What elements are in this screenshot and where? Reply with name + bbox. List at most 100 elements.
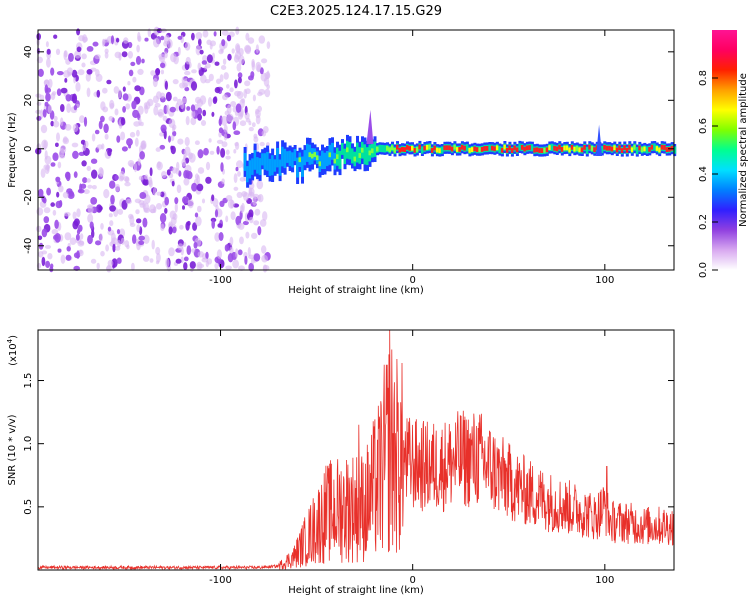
noise-blob bbox=[172, 130, 177, 137]
noise-blob bbox=[134, 85, 141, 92]
noise-blob bbox=[149, 167, 153, 177]
signal-mid bbox=[378, 144, 382, 152]
noise-blob bbox=[52, 209, 57, 216]
noise-blob bbox=[255, 44, 259, 54]
noise-blob bbox=[253, 220, 260, 226]
signal-mid bbox=[585, 146, 589, 155]
noise-blob bbox=[197, 205, 202, 213]
noise-blob bbox=[38, 188, 44, 198]
noise-blob bbox=[38, 242, 44, 250]
signal-mid bbox=[440, 146, 444, 154]
noise-blob bbox=[114, 51, 122, 59]
signal-core bbox=[358, 153, 362, 158]
signal-mid bbox=[261, 153, 265, 166]
noise-blob bbox=[151, 239, 155, 250]
noise-blob bbox=[266, 84, 270, 90]
x-tick-label: -100 bbox=[209, 275, 232, 286]
noise-blob bbox=[76, 28, 81, 36]
noise-blob bbox=[104, 48, 109, 54]
signal-core bbox=[513, 145, 517, 151]
noise-blob bbox=[136, 129, 140, 137]
signal-mid bbox=[288, 150, 292, 166]
noise-blob bbox=[56, 71, 64, 76]
noise-blob bbox=[144, 194, 151, 204]
signal-core bbox=[460, 144, 464, 150]
signal-mid bbox=[530, 144, 534, 152]
signal-core bbox=[401, 146, 404, 152]
signal-mid bbox=[256, 157, 260, 174]
signal-core bbox=[430, 148, 434, 153]
signal-mid bbox=[243, 153, 247, 171]
noise-blob bbox=[258, 35, 266, 44]
signal-core bbox=[655, 146, 659, 151]
noise-blob bbox=[98, 167, 104, 177]
noise-blob bbox=[191, 248, 196, 253]
noise-blob bbox=[63, 211, 71, 217]
noise-blob bbox=[220, 148, 226, 158]
noise-blob bbox=[36, 33, 41, 41]
noise-blob bbox=[214, 209, 219, 218]
noise-blob bbox=[195, 96, 201, 104]
signal-core bbox=[643, 146, 647, 152]
noise-blob bbox=[198, 38, 202, 46]
noise-blob bbox=[95, 69, 100, 77]
noise-blob bbox=[226, 34, 232, 42]
noise-blob bbox=[42, 197, 47, 204]
signal-core bbox=[558, 144, 562, 150]
signal-mid bbox=[283, 148, 287, 169]
noise-blob bbox=[237, 222, 245, 230]
noise-blob bbox=[116, 257, 122, 264]
noise-blob bbox=[182, 82, 188, 88]
noise-blob bbox=[216, 139, 224, 144]
noise-blob bbox=[142, 200, 146, 211]
noise-blob bbox=[124, 176, 130, 183]
noise-blob bbox=[110, 35, 115, 45]
noise-blob bbox=[144, 104, 149, 114]
noise-blob bbox=[211, 219, 215, 229]
signal-mid bbox=[271, 155, 275, 176]
colorbar-ticks: 0.0 0.2 0.4 0.6 0.8 bbox=[698, 70, 718, 278]
noise-blob bbox=[235, 166, 239, 172]
noise-blob bbox=[94, 129, 100, 135]
noise-blob bbox=[181, 76, 185, 84]
snr-x-label: Height of straight line (km) bbox=[288, 585, 424, 596]
noise-blob bbox=[75, 82, 81, 92]
noise-blob bbox=[58, 185, 64, 193]
noise-blob bbox=[86, 178, 91, 183]
noise-blob bbox=[236, 160, 243, 169]
noise-blob bbox=[132, 109, 140, 119]
noise-blob bbox=[144, 174, 149, 180]
signal-mid bbox=[258, 158, 262, 176]
noise-blob bbox=[107, 259, 114, 267]
noise-blob bbox=[105, 266, 113, 271]
signal-core bbox=[648, 147, 652, 152]
noise-blob bbox=[261, 254, 268, 263]
signal-core bbox=[408, 146, 412, 151]
noise-blob bbox=[225, 195, 233, 201]
signal-core bbox=[638, 145, 642, 151]
noise-blob bbox=[55, 48, 61, 55]
signal-core bbox=[535, 147, 539, 153]
noise-blob bbox=[165, 258, 170, 268]
noise-blob bbox=[72, 150, 79, 159]
noise-blob bbox=[182, 205, 185, 210]
signal-mid bbox=[348, 142, 352, 160]
noise-blob bbox=[171, 180, 175, 187]
noise-blob bbox=[205, 251, 209, 260]
noise-blob bbox=[236, 191, 243, 199]
noise-blob bbox=[128, 69, 134, 77]
signal-mid bbox=[465, 144, 469, 152]
noise-blob bbox=[53, 120, 60, 128]
noise-blob bbox=[254, 208, 261, 216]
noise-blob bbox=[229, 236, 234, 246]
noise-blob bbox=[180, 101, 185, 110]
noise-blob bbox=[172, 79, 179, 85]
noise-blob bbox=[223, 72, 229, 80]
noise-blob bbox=[225, 215, 229, 223]
signal-mid bbox=[286, 151, 290, 163]
signal-core bbox=[610, 146, 614, 152]
noise-blob bbox=[124, 181, 131, 187]
signal-mid bbox=[253, 150, 257, 170]
noise-blob bbox=[43, 207, 51, 214]
signal-core bbox=[418, 144, 422, 150]
